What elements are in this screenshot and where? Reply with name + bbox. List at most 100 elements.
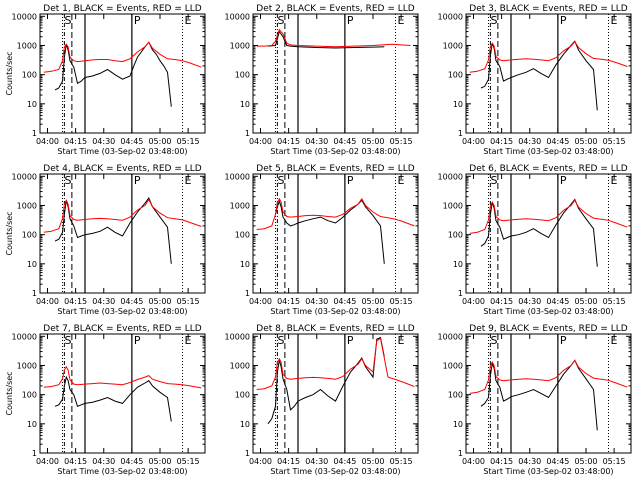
chart-title: Det 9, BLACK = Events, RED = LLD (469, 324, 628, 334)
event-marker-label: P (560, 14, 567, 27)
x-axis-label: Start Time (03-Sep-02 03:48:00) (57, 467, 187, 476)
plot-frame (39, 173, 206, 294)
chart-title: Det 3, BLACK = Events, RED = LLD (469, 4, 628, 14)
y-tick-label: 1000 (17, 41, 37, 50)
x-tick-label: 04:00 (462, 457, 485, 466)
x-axis-label: Start Time (03-Sep-02 03:48:00) (483, 307, 613, 316)
y-tick-label: 1 (458, 289, 463, 298)
event-marker-label: E (398, 14, 405, 27)
chart-title: Det 7, BLACK = Events, RED = LLD (43, 324, 202, 334)
y-tick-label: 10000 (225, 172, 250, 181)
series-events (480, 198, 598, 267)
y-tick-label: 10 (27, 260, 37, 269)
event-marker-label: P (560, 334, 567, 347)
y-tick-label: 100 (448, 391, 463, 400)
event-marker-label: P (347, 334, 354, 347)
x-tick-label: 04:15 (277, 297, 300, 306)
chart-title: Det 4, BLACK = Events, RED = LLD (43, 164, 202, 174)
x-tick-label: 04:15 (277, 137, 300, 146)
event-marker-label: E (611, 174, 618, 187)
y-tick-label: 1 (32, 129, 37, 138)
series-lld (469, 359, 628, 394)
x-tick-label: 04:15 (64, 137, 87, 146)
x-tick-label: 04:45 (546, 457, 569, 466)
y-tick-label: 100 (235, 71, 250, 80)
event-marker-label: S (278, 334, 285, 347)
x-axis-label: Start Time (03-Sep-02 03:48:00) (483, 147, 613, 156)
x-tick-label: 05:15 (177, 137, 200, 146)
y-tick-label: 100 (22, 231, 37, 240)
event-marker-label: E (611, 14, 618, 27)
x-axis-label: Start Time (03-Sep-02 03:48:00) (270, 467, 400, 476)
x-tick-label: 04:30 (305, 457, 328, 466)
x-tick-label: 05:00 (574, 137, 597, 146)
x-tick-label: 05:00 (361, 297, 384, 306)
y-tick-label: 10000 (12, 332, 37, 341)
y-tick-label: 100 (22, 71, 37, 80)
x-tick-label: 04:45 (120, 137, 143, 146)
y-tick-label: 100 (235, 391, 250, 400)
plot-frame (39, 13, 206, 134)
x-tick-label: 04:15 (64, 457, 87, 466)
y-tick-label: 100 (22, 391, 37, 400)
plot-frame (252, 333, 419, 454)
y-tick-label: 1000 (17, 201, 37, 210)
x-tick-label: 05:15 (390, 457, 413, 466)
x-tick-label: 05:15 (603, 457, 626, 466)
y-tick-label: 1000 (17, 361, 37, 370)
y-tick-label: 1000 (230, 361, 250, 370)
chart-title: Det 1, BLACK = Events, RED = LLD (43, 4, 202, 14)
series-lld (256, 28, 411, 48)
x-tick-label: 04:00 (249, 137, 272, 146)
x-tick-label: 05:15 (390, 137, 413, 146)
series-lld (256, 197, 415, 230)
x-axis-label: Start Time (03-Sep-02 03:48:00) (57, 147, 187, 156)
y-tick-label: 1000 (443, 201, 463, 210)
y-tick-label: 10000 (12, 12, 37, 21)
y-tick-label: 10 (240, 260, 250, 269)
x-tick-label: 04:00 (462, 297, 485, 306)
x-tick-label: 05:00 (148, 457, 171, 466)
y-tick-label: 10 (453, 420, 463, 429)
x-tick-label: 05:00 (361, 137, 384, 146)
x-tick-label: 05:15 (177, 297, 200, 306)
x-tick-label: 04:00 (36, 457, 59, 466)
event-marker-label: P (560, 174, 567, 187)
x-tick-label: 05:15 (603, 297, 626, 306)
series-lld (43, 365, 202, 389)
x-tick-label: 04:15 (490, 297, 513, 306)
y-tick-label: 100 (235, 231, 250, 240)
y-tick-label: 10000 (225, 12, 250, 21)
y-tick-label: 100 (448, 71, 463, 80)
y-tick-label: 10 (240, 420, 250, 429)
y-tick-label: 10000 (438, 12, 463, 21)
series-events (267, 336, 385, 425)
event-marker-label: S (65, 334, 72, 347)
y-tick-label: 10000 (225, 332, 250, 341)
y-tick-label: 1 (32, 289, 37, 298)
plot-frame (39, 333, 206, 454)
series-events (54, 375, 172, 422)
series-events (275, 199, 385, 264)
event-marker-label: P (134, 14, 141, 27)
x-axis-label: Start Time (03-Sep-02 03:48:00) (270, 147, 400, 156)
event-marker-label: S (491, 174, 498, 187)
x-tick-label: 05:00 (574, 297, 597, 306)
y-axis-label: Counts/sec (5, 51, 14, 95)
series-lld (43, 41, 202, 73)
event-marker-label: E (185, 174, 192, 187)
y-tick-label: 10 (453, 260, 463, 269)
plot-frame (465, 333, 632, 454)
x-tick-label: 05:00 (148, 297, 171, 306)
x-tick-label: 04:15 (64, 297, 87, 306)
x-tick-label: 04:15 (490, 137, 513, 146)
y-tick-label: 10 (453, 100, 463, 109)
series-events (267, 30, 385, 49)
x-tick-label: 05:00 (361, 457, 384, 466)
y-tick-label: 10000 (438, 172, 463, 181)
